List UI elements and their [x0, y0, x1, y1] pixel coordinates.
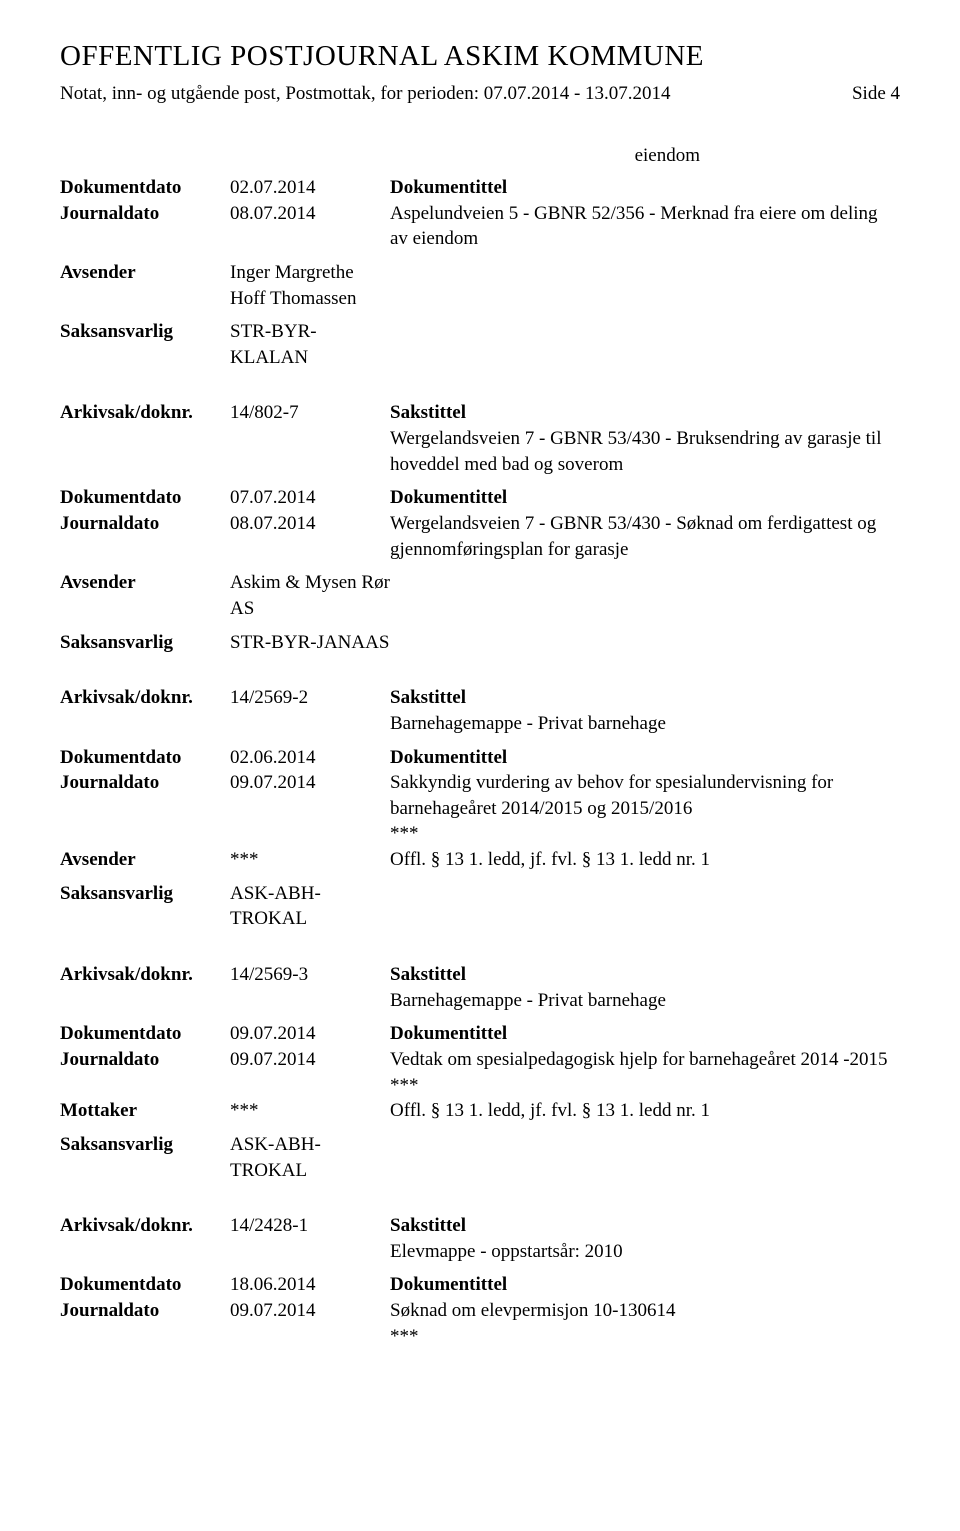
sakstittel-label: Sakstittel: [390, 964, 466, 985]
avsender-value: ***: [230, 847, 390, 873]
journaldato-value: 09.07.2014: [230, 1047, 390, 1073]
dokumentittel-label: Dokumentittel: [390, 1272, 900, 1298]
dokumentittel-value: Sakkyndig vurdering av behov for spesial…: [390, 770, 900, 821]
sakstittel-value: Barnehagemappe - Privat barnehage: [390, 988, 900, 1014]
sakstittel-label: Sakstittel: [390, 687, 466, 708]
page-title: OFFENTLIG POSTJOURNAL ASKIM KOMMUNE: [60, 40, 900, 73]
arkivsak-value: 14/2569-3: [230, 962, 390, 988]
avsender-label: Avsender: [60, 570, 230, 621]
sakstittel-value: Elevmappe - oppstartsår: 2010: [390, 1239, 900, 1265]
journaldato-label: Journaldato: [60, 511, 230, 562]
mottaker-note: Offl. § 13 1. ledd, jf. fvl. § 13 1. led…: [390, 1098, 900, 1124]
avsender-label: Avsender: [60, 847, 230, 873]
journaldato-label: Journaldato: [60, 1298, 230, 1324]
arkivsak-value: 14/2569-2: [230, 685, 390, 711]
dokumentittel-label: Dokumentittel: [390, 175, 900, 201]
saksansvarlig-label: Saksansvarlig: [60, 1132, 230, 1183]
saksansvarlig-label: Saksansvarlig: [60, 319, 230, 370]
dokumentdato-label: Dokumentdato: [60, 175, 230, 201]
sakstittel-label: Sakstittel: [390, 402, 466, 423]
dokumentdato-label: Dokumentdato: [60, 485, 230, 511]
arkivsak-label: Arkivsak/doknr.: [60, 685, 230, 711]
dokumentdato-value: 02.06.2014: [230, 745, 390, 771]
dokumentdato-label: Dokumentdato: [60, 745, 230, 771]
arkivsak-label: Arkivsak/doknr.: [60, 962, 230, 988]
journaldato-label: Journaldato: [60, 201, 230, 252]
page-number: Side 4: [852, 83, 900, 105]
journaldato-value: 09.07.2014: [230, 1298, 390, 1324]
arkivsak-value: 14/802-7: [230, 400, 390, 426]
dokumentdato-value: 07.07.2014: [230, 485, 390, 511]
avsender-value: Askim & Mysen Rør AS: [230, 570, 390, 621]
saksansvarlig-value: ASK-ABH-TROKAL: [230, 881, 390, 932]
avsender-label: Avsender: [60, 260, 230, 311]
dokumentittel-label: Dokumentittel: [390, 1021, 900, 1047]
record-block: Arkivsak/doknr. 14/2569-2 Sakstittel Bar…: [60, 685, 900, 932]
avsender-value: Inger Margrethe Hoff Thomassen: [230, 260, 390, 311]
stars: ***: [390, 1073, 900, 1099]
saksansvarlig-label: Saksansvarlig: [60, 881, 230, 932]
subtitle: Notat, inn- og utgående post, Postmottak…: [60, 83, 671, 105]
mottaker-value: ***: [230, 1098, 390, 1124]
journaldato-value: 09.07.2014: [230, 770, 390, 821]
sakstittel-label: Sakstittel: [390, 1215, 466, 1236]
dokumentdato-value: 09.07.2014: [230, 1021, 390, 1047]
dokumentittel-value: Søknad om elevpermisjon 10-130614: [390, 1298, 900, 1324]
saksansvarlig-label: Saksansvarlig: [60, 630, 230, 656]
dokumentittel-label: Dokumentittel: [390, 485, 900, 511]
dokumentittel-value: Vedtak om spesialpedagogisk hjelp for ba…: [390, 1047, 900, 1073]
journaldato-value: 08.07.2014: [230, 201, 390, 252]
journaldato-label: Journaldato: [60, 770, 230, 821]
stars: ***: [390, 1324, 900, 1350]
dokumentdato-label: Dokumentdato: [60, 1272, 230, 1298]
journaldato-value: 08.07.2014: [230, 511, 390, 562]
saksansvarlig-value: ASK-ABH-TROKAL: [230, 1132, 390, 1183]
saksansvarlig-value: STR-BYR-JANAAS: [230, 630, 390, 656]
journaldato-label: Journaldato: [60, 1047, 230, 1073]
saksansvarlig-value: STR-BYR-KLALAN: [230, 319, 390, 370]
arkivsak-value: 14/2428-1: [230, 1213, 390, 1239]
avsender-note: Offl. § 13 1. ledd, jf. fvl. § 13 1. led…: [390, 847, 900, 873]
dokumentittel-value: Aspelundveien 5 - GBNR 52/356 - Merknad …: [390, 201, 900, 252]
dokumentdato-value: 02.07.2014: [230, 175, 390, 201]
arkivsak-label: Arkivsak/doknr.: [60, 400, 230, 426]
dokumentittel-value: Wergelandsveien 7 - GBNR 53/430 - Søknad…: [390, 511, 900, 562]
orphan-continuation: eiendom: [60, 145, 900, 167]
dokumentdato-value: 18.06.2014: [230, 1272, 390, 1298]
arkivsak-label: Arkivsak/doknr.: [60, 1213, 230, 1239]
mottaker-label: Mottaker: [60, 1098, 230, 1124]
record-block: Dokumentdato 02.07.2014 Dokumentittel Jo…: [60, 175, 900, 370]
stars: ***: [390, 821, 900, 847]
sakstittel-value: Barnehagemappe - Privat barnehage: [390, 711, 900, 737]
dokumentittel-label: Dokumentittel: [390, 745, 900, 771]
record-block: Arkivsak/doknr. 14/2428-1 Sakstittel Ele…: [60, 1213, 900, 1349]
record-block: Arkivsak/doknr. 14/802-7 Sakstittel Werg…: [60, 400, 900, 655]
record-block: Arkivsak/doknr. 14/2569-3 Sakstittel Bar…: [60, 962, 900, 1183]
dokumentdato-label: Dokumentdato: [60, 1021, 230, 1047]
sakstittel-value: Wergelandsveien 7 - GBNR 53/430 - Brukse…: [390, 426, 900, 477]
